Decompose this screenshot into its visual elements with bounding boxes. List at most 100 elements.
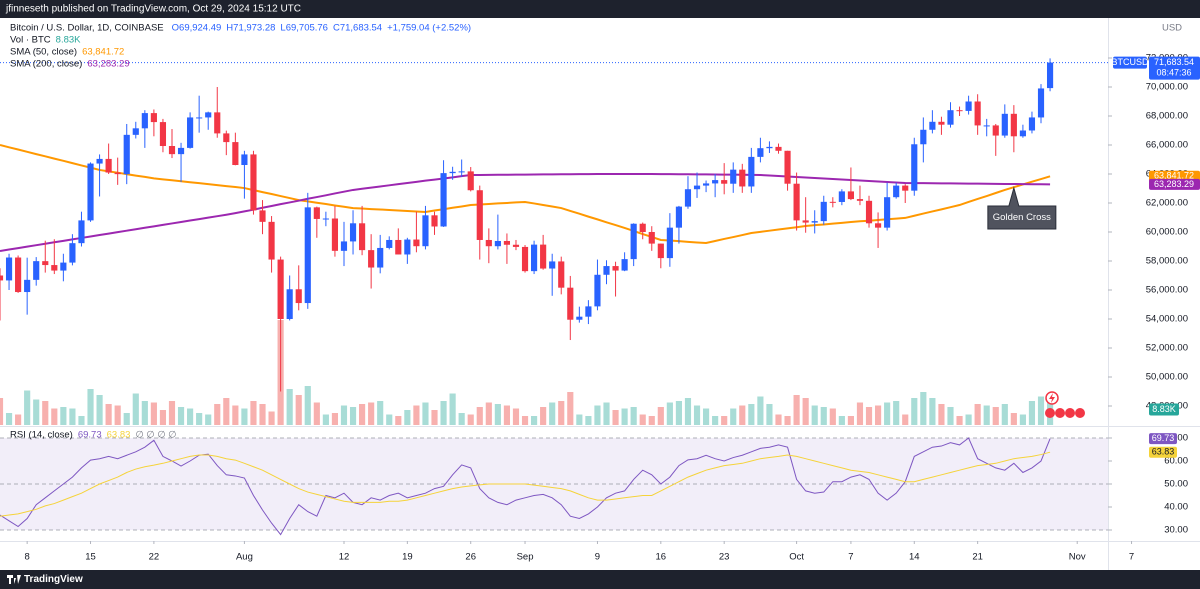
rsi-tag-text: 69.73: [1152, 433, 1175, 443]
candle-body: [368, 250, 375, 268]
volume-bar: [567, 392, 574, 425]
candle-body: [114, 172, 121, 175]
volume-bar: [24, 390, 31, 425]
candle-body: [748, 156, 755, 187]
candle-body: [259, 210, 266, 222]
candle-body: [766, 146, 773, 149]
candle-body: [24, 279, 31, 293]
volume-bar: [721, 416, 728, 425]
candle-body: [331, 218, 339, 251]
volume-bar: [78, 416, 85, 425]
volume-bar: [621, 408, 628, 425]
volume-bar: [983, 405, 990, 425]
candle-body: [829, 201, 836, 203]
candle-body: [793, 183, 800, 221]
candle-body: [1001, 113, 1008, 136]
candle-body: [476, 190, 483, 240]
rsi-y-tick-label: 50.00: [1164, 479, 1188, 490]
candle-body: [51, 265, 58, 271]
candle-body: [0, 275, 4, 281]
candle-body: [168, 146, 176, 155]
volume-bar: [838, 416, 845, 425]
x-tick-label: 9: [595, 552, 600, 563]
candle-body: [232, 142, 239, 166]
candle-body: [141, 113, 148, 129]
footer-text: TradingView: [24, 574, 83, 585]
volume-bar: [141, 401, 148, 425]
volume-bar: [974, 404, 981, 425]
volume-bar: [911, 398, 918, 425]
x-tick-label: 21: [972, 552, 983, 563]
volume-bar: [187, 408, 194, 425]
candle-body: [648, 231, 655, 244]
volume-bar: [784, 416, 791, 425]
candle-body: [929, 121, 936, 130]
volume-bar: [802, 398, 809, 425]
volume-bar: [422, 402, 429, 425]
candle-body: [150, 113, 157, 123]
volume-bar: [757, 396, 764, 425]
candle-body: [974, 101, 981, 126]
volume-bar: [313, 402, 320, 425]
volume-bar: [992, 407, 999, 425]
candle-body: [902, 185, 909, 191]
legend-ohlc: C71,683.54: [333, 23, 382, 34]
y-tick-label: 52,000.00: [1146, 343, 1188, 354]
volume-bar: [603, 402, 610, 425]
candle-body: [947, 110, 954, 125]
sma-tag-text: 63,841.72: [1154, 171, 1194, 181]
candle-body: [603, 266, 610, 275]
candle-body: [1010, 113, 1017, 137]
candle-body: [920, 129, 927, 145]
rsi-y-tick-label: 60.00: [1164, 456, 1188, 467]
volume-bar: [766, 404, 773, 425]
header-text: jfinneseth published on TradingView.com,…: [5, 4, 301, 15]
candle-body: [187, 117, 194, 148]
sma-tag-text: 63,283.29: [1154, 179, 1194, 189]
volume-bar: [874, 405, 882, 425]
volume-bar: [33, 399, 40, 425]
candle-body: [241, 154, 248, 166]
candle-body: [214, 112, 221, 134]
volume-bar: [368, 402, 375, 425]
volume-bar: [404, 410, 411, 425]
x-tick-label: 19: [402, 552, 413, 563]
x-tick-label: 22: [149, 552, 160, 563]
symbol-tag-text: BTCUSD: [1111, 57, 1149, 67]
candle-body: [449, 171, 456, 174]
candle-body: [856, 199, 864, 201]
candle-body: [78, 220, 85, 244]
volume-bar: [485, 402, 492, 425]
volume-bar: [829, 408, 836, 425]
volume-bar: [241, 408, 248, 425]
volume-bar: [60, 407, 67, 425]
candle-body: [820, 201, 827, 222]
x-tick-label: Oct: [789, 552, 804, 563]
rsi-line: [0, 437, 1051, 536]
candle-body: [965, 101, 972, 111]
x-tick-label: 7: [1129, 552, 1134, 563]
candle-body: [268, 221, 275, 260]
currency-label: USD: [1162, 23, 1182, 34]
legend-sma-value: 63,283.29: [87, 59, 129, 70]
legend-rsi-value: 63.83: [107, 430, 131, 441]
candle-body: [295, 289, 302, 304]
candle-body: [33, 261, 40, 280]
candle-body: [431, 215, 438, 227]
volume-bar: [576, 414, 583, 425]
x-tick-label: 16: [656, 552, 667, 563]
volume-bar: [693, 405, 701, 425]
candle-body: [703, 183, 710, 186]
volume-bar: [612, 410, 619, 425]
y-tick-label: 58,000.00: [1146, 256, 1188, 267]
volume-bar: [123, 413, 130, 425]
candle-body: [1046, 62, 1054, 89]
legend-ohlc: L69,705.76: [280, 23, 328, 34]
volume-bar: [132, 393, 139, 425]
volume-bar: [168, 401, 176, 425]
volume-bar: [657, 407, 664, 425]
candle-body: [485, 239, 492, 247]
volume-bar: [494, 404, 501, 425]
candle-body: [911, 144, 918, 191]
legend-volume: Vol · BTC: [10, 35, 51, 46]
